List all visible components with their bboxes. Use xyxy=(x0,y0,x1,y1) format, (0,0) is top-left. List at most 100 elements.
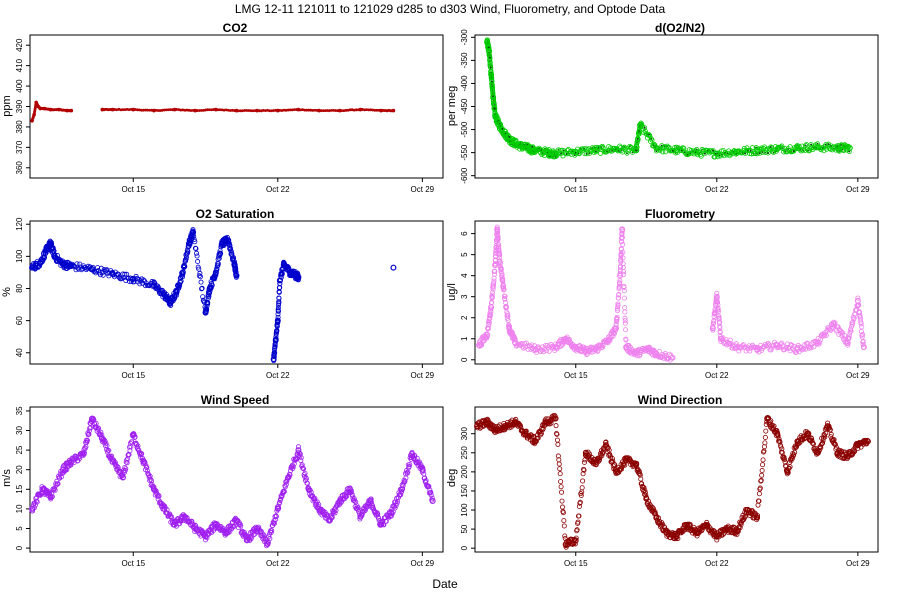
data-point xyxy=(581,467,587,473)
data-point xyxy=(109,271,116,278)
data-point xyxy=(784,468,791,475)
data-point xyxy=(281,489,287,495)
data-point xyxy=(636,131,642,137)
x-axis-label: Date xyxy=(432,577,458,591)
data-point xyxy=(787,464,793,470)
data-point xyxy=(524,145,531,152)
data-point xyxy=(264,109,267,113)
data-point xyxy=(492,262,499,269)
data-point xyxy=(130,431,137,438)
data-point xyxy=(804,142,810,148)
data-point xyxy=(162,108,166,112)
data-point xyxy=(120,271,126,277)
data-point xyxy=(653,350,660,357)
y-tick-label: 5 xyxy=(460,252,469,257)
data-point xyxy=(687,521,693,527)
data-point xyxy=(212,521,219,528)
data-point xyxy=(741,515,747,521)
data-point xyxy=(123,466,129,472)
data-point xyxy=(642,128,648,134)
data-point-cloud xyxy=(29,415,435,549)
data-point xyxy=(794,145,801,152)
data-point xyxy=(364,504,370,510)
data-point xyxy=(617,278,623,284)
data-point xyxy=(391,108,396,113)
data-point xyxy=(825,420,831,426)
data-point xyxy=(619,234,625,240)
data-point xyxy=(428,492,434,498)
data-point xyxy=(150,282,157,289)
data-point xyxy=(768,144,774,150)
data-point xyxy=(544,149,551,156)
data-point xyxy=(50,245,56,251)
data-point xyxy=(811,344,817,350)
data-point xyxy=(810,441,816,447)
data-point xyxy=(336,498,343,505)
data-point xyxy=(636,129,642,135)
data-point xyxy=(275,314,281,320)
data-point xyxy=(189,518,195,524)
data-point xyxy=(764,415,771,422)
data-point xyxy=(131,279,137,285)
data-point xyxy=(158,109,162,112)
data-point xyxy=(846,145,853,152)
data-point xyxy=(592,346,599,353)
data-point xyxy=(48,240,54,246)
data-point xyxy=(330,108,333,112)
data-point xyxy=(777,439,783,445)
data-point xyxy=(832,442,838,448)
data-point xyxy=(854,297,861,304)
data-point xyxy=(417,459,423,465)
data-point xyxy=(603,440,609,446)
y-tick-label: -400 xyxy=(460,75,469,92)
data-point xyxy=(756,491,762,497)
data-point xyxy=(226,530,232,536)
panel-co2: CO2 ppm Oct 15 Oct 22 Oct 29 360 370 380 390 40… xyxy=(1,21,444,194)
data-point xyxy=(646,132,652,138)
data-point xyxy=(556,341,562,347)
data-point xyxy=(402,478,408,484)
data-point xyxy=(635,136,641,142)
y-axis-label: ppm xyxy=(1,95,13,116)
data-point xyxy=(151,484,157,490)
data-point xyxy=(406,464,412,470)
plot-frame xyxy=(474,220,879,365)
data-point xyxy=(363,108,366,112)
data-point-core xyxy=(643,126,646,129)
data-point xyxy=(621,288,627,294)
data-point xyxy=(488,71,495,78)
data-point xyxy=(254,525,261,532)
data-point xyxy=(625,148,631,154)
data-point xyxy=(663,527,669,533)
data-point xyxy=(561,518,567,524)
data-point xyxy=(147,473,153,479)
data-point xyxy=(782,148,788,154)
data-point xyxy=(233,272,240,279)
data-point xyxy=(314,499,320,505)
data-point xyxy=(572,537,579,544)
y-tick-label: 360 xyxy=(15,161,24,175)
data-point xyxy=(491,278,497,284)
data-point xyxy=(245,109,249,112)
data-point xyxy=(783,344,789,350)
data-point xyxy=(559,504,565,510)
y-axis-label: m/s xyxy=(1,469,13,487)
data-point xyxy=(131,107,136,112)
data-point xyxy=(556,461,562,467)
data-point xyxy=(623,337,629,343)
data-point xyxy=(47,494,54,501)
data-point xyxy=(484,331,491,338)
data-point xyxy=(200,294,206,300)
data-point xyxy=(109,458,116,465)
x-tick-label: Oct 29 xyxy=(846,185,870,194)
data-point xyxy=(334,109,338,112)
data-point xyxy=(182,259,188,265)
data-point xyxy=(352,498,358,504)
data-point xyxy=(537,432,543,438)
x-tick-label: Oct 22 xyxy=(266,371,290,380)
data-point xyxy=(189,109,193,112)
data-point xyxy=(484,38,491,45)
data-point xyxy=(826,326,832,332)
data-point xyxy=(205,300,211,306)
data-point xyxy=(709,148,715,154)
